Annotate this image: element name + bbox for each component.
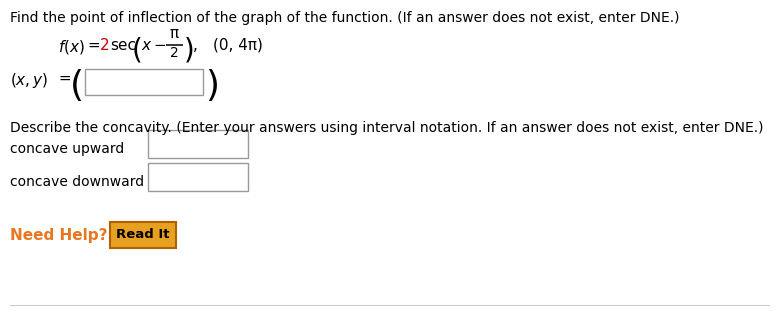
Text: (0, 4π): (0, 4π) bbox=[213, 38, 263, 53]
Text: $(x, y)$: $(x, y)$ bbox=[10, 71, 48, 90]
Text: Describe the concavity. (Enter your answers using interval notation. If an answe: Describe the concavity. (Enter your answ… bbox=[10, 121, 763, 135]
Text: Need Help?: Need Help? bbox=[10, 228, 108, 243]
FancyBboxPatch shape bbox=[148, 163, 248, 191]
Text: (: ( bbox=[132, 37, 143, 65]
Text: Find the point of inflection of the graph of the function. (If an answer does no: Find the point of inflection of the grap… bbox=[10, 11, 679, 25]
Text: $x -$: $x -$ bbox=[141, 38, 167, 53]
Text: sec: sec bbox=[110, 38, 136, 53]
Text: concave upward: concave upward bbox=[10, 142, 124, 156]
Text: =: = bbox=[54, 71, 76, 86]
Text: 2: 2 bbox=[170, 46, 178, 60]
Text: (: ( bbox=[70, 69, 84, 103]
Text: 2: 2 bbox=[100, 38, 110, 53]
Text: ): ) bbox=[184, 37, 195, 65]
Text: Read It: Read It bbox=[116, 228, 170, 242]
Text: π: π bbox=[170, 26, 178, 41]
Text: =: = bbox=[88, 38, 106, 53]
FancyBboxPatch shape bbox=[85, 69, 203, 95]
Text: ): ) bbox=[205, 69, 219, 103]
Text: $f(x)$: $f(x)$ bbox=[58, 38, 85, 56]
FancyBboxPatch shape bbox=[110, 222, 176, 248]
Text: ,: , bbox=[193, 38, 198, 53]
FancyBboxPatch shape bbox=[148, 130, 248, 158]
Text: concave downward: concave downward bbox=[10, 175, 144, 189]
